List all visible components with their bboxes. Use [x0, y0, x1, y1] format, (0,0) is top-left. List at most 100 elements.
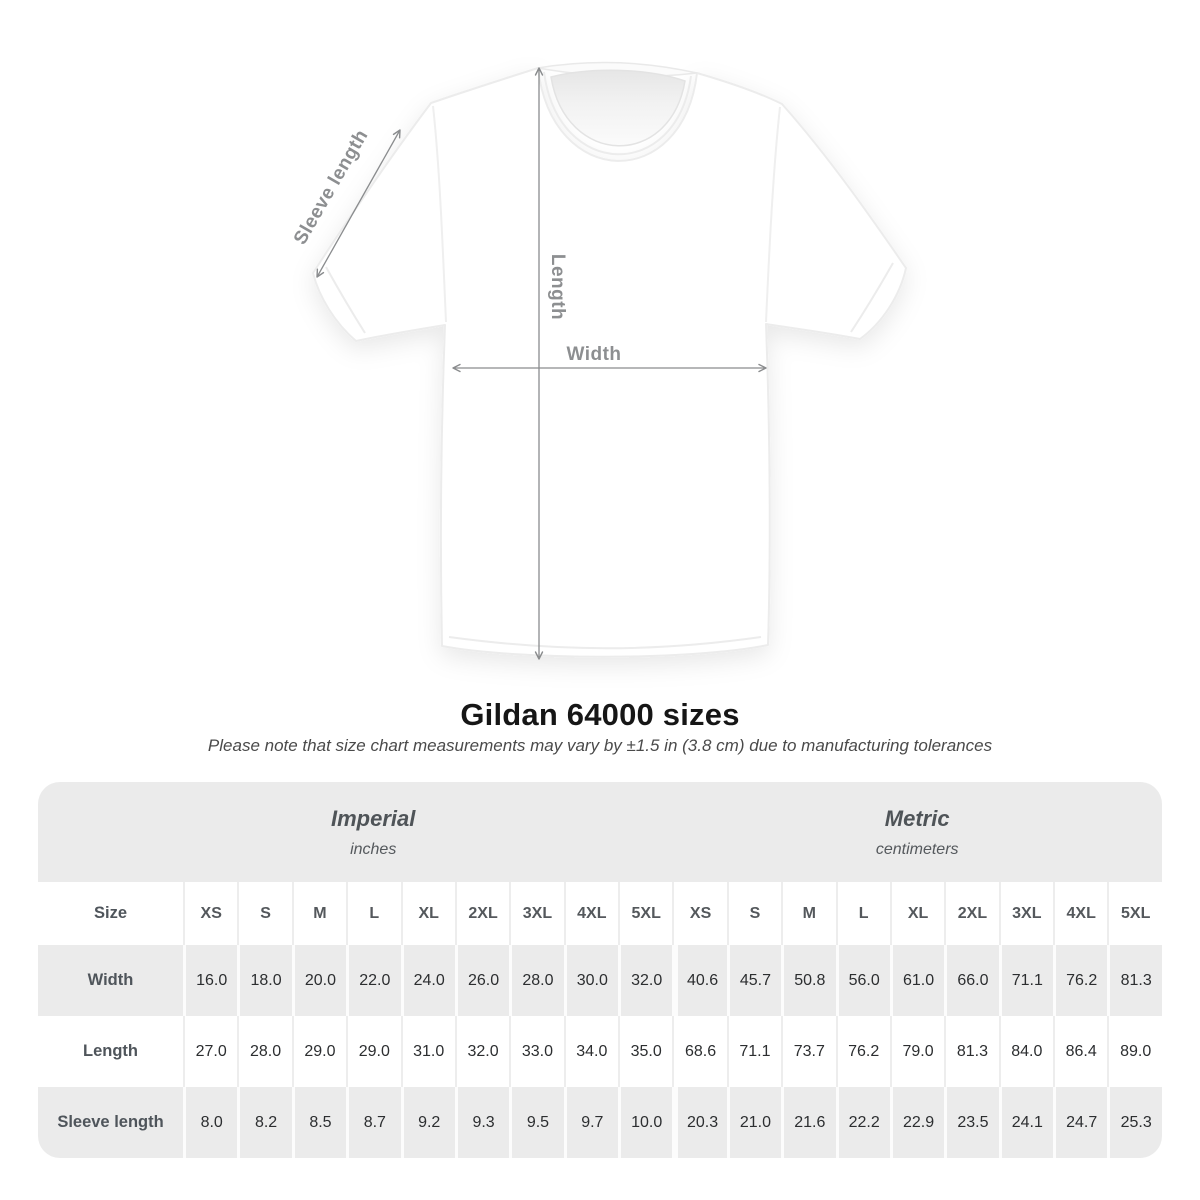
- size-col-header: XL: [400, 882, 455, 946]
- size-header-label: Size: [93, 904, 128, 923]
- value-cell: 71.1: [726, 1016, 781, 1088]
- row-label-length: Length: [83, 1042, 138, 1061]
- value-cell: 28.0: [509, 945, 563, 1017]
- value-cell: 25.3: [1107, 1087, 1162, 1159]
- value-cell: 20.0: [291, 945, 346, 1017]
- row-label-sleeve-length: Sleeve length: [57, 1113, 164, 1132]
- value-cell: 10.0: [618, 1087, 672, 1159]
- value-cell: 23.5: [944, 1087, 998, 1159]
- width-row: Width 16.0 18.0 20.0 22.0 24.0 26.0 28.0…: [38, 945, 1162, 1017]
- value-cell: 34.0: [563, 1016, 618, 1088]
- tshirt-measurement-diagram: Length Width Sleeve length: [290, 61, 907, 660]
- value-cell: 84.0: [998, 1016, 1053, 1088]
- value-cell: 56.0: [835, 945, 890, 1017]
- sleeve-dimension-line: [316, 129, 401, 278]
- size-col-header: S: [726, 882, 781, 946]
- neck-opening: [550, 69, 686, 147]
- value-cell: 9.5: [509, 1087, 563, 1159]
- value-cell: 68.6: [672, 1016, 726, 1088]
- size-col-header: 3XL: [509, 882, 563, 946]
- value-cell: 8.0: [183, 1087, 237, 1159]
- left-armhole-seam: [432, 105, 447, 323]
- value-cell: 50.8: [781, 945, 835, 1017]
- tshirt-graphic: [312, 61, 907, 658]
- value-cell: 9.7: [563, 1087, 618, 1159]
- value-cell: 8.5: [291, 1087, 346, 1159]
- value-cell: 21.6: [781, 1087, 835, 1159]
- imperial-group-unit: inches: [350, 840, 397, 858]
- value-cell: 18.0: [237, 945, 291, 1017]
- metric-group-unit: centimeters: [875, 840, 959, 858]
- value-cell: 76.2: [835, 1016, 890, 1088]
- size-col-header: M: [781, 882, 835, 946]
- page-title: Gildan 64000 sizes: [460, 697, 740, 732]
- size-col-header: 2XL: [944, 882, 998, 946]
- value-cell: 79.0: [889, 1016, 944, 1088]
- tolerance-note: Please note that size chart measurements…: [207, 736, 993, 756]
- size-col-header: 5XL: [1107, 882, 1162, 946]
- value-cell: 29.0: [346, 1016, 400, 1088]
- tshirt-body: [312, 67, 907, 658]
- right-cuff-seam: [850, 262, 894, 333]
- size-table-grid: Imperial inches Metric centimeters Size …: [38, 782, 1162, 1159]
- metric-group-header: Metric centimeters: [672, 782, 1162, 883]
- size-col-header: 2XL: [454, 882, 509, 946]
- value-cell: 22.2: [835, 1087, 890, 1159]
- value-cell: 27.0: [183, 1016, 237, 1088]
- size-col-header: XS: [183, 882, 237, 946]
- value-cell: 22.0: [346, 945, 400, 1017]
- size-col-header: L: [346, 882, 400, 946]
- value-cell: 73.7: [781, 1016, 835, 1088]
- size-col-header: 3XL: [998, 882, 1053, 946]
- value-cell: 76.2: [1053, 945, 1107, 1017]
- value-cell: 8.2: [237, 1087, 291, 1159]
- value-cell: 26.0: [454, 945, 509, 1017]
- value-cell: 32.0: [618, 945, 672, 1017]
- value-cell: 33.0: [509, 1016, 563, 1088]
- value-cell: 86.4: [1053, 1016, 1107, 1088]
- value-cell: 35.0: [618, 1016, 672, 1088]
- value-cell: 81.3: [1107, 945, 1162, 1017]
- value-cell: 21.0: [726, 1087, 781, 1159]
- value-cell: 61.0: [889, 945, 944, 1017]
- size-col-header: XL: [889, 882, 944, 946]
- size-col-header: 5XL: [618, 882, 672, 946]
- value-cell: 89.0: [1107, 1016, 1162, 1088]
- tshirt-diagram-svg: Length Width Sleeve length: [290, 61, 907, 660]
- value-cell: 30.0: [563, 945, 618, 1017]
- value-cell: 24.7: [1053, 1087, 1107, 1159]
- value-cell: 32.0: [454, 1016, 509, 1088]
- value-cell: 9.3: [454, 1087, 509, 1159]
- value-cell: 81.3: [944, 1016, 998, 1088]
- value-cell: 16.0: [183, 945, 237, 1017]
- value-cell: 45.7: [726, 945, 781, 1017]
- size-table: Imperial inches Metric centimeters Size …: [38, 782, 1162, 1159]
- size-header-row: Size XS S M L XL 2XL 3XL 4XL 5XL XS S M …: [38, 882, 1162, 946]
- unit-group-header-row: Imperial inches Metric centimeters: [38, 782, 1162, 883]
- length-label: Length: [547, 254, 568, 320]
- hem-seam: [448, 636, 762, 650]
- size-col-header: S: [237, 882, 291, 946]
- row-label-width: Width: [87, 971, 134, 990]
- value-cell: 66.0: [944, 945, 998, 1017]
- size-col-header: 4XL: [563, 882, 618, 946]
- value-cell: 29.0: [291, 1016, 346, 1088]
- value-cell: 9.2: [400, 1087, 455, 1159]
- sleeve-length-row: Sleeve length 8.0 8.2 8.5 8.7 9.2 9.3 9.…: [38, 1087, 1162, 1159]
- imperial-group-header: Imperial inches: [38, 782, 673, 883]
- size-col-header: L: [835, 882, 890, 946]
- value-cell: 40.6: [672, 945, 726, 1017]
- value-cell: 24.1: [998, 1087, 1053, 1159]
- metric-group-label: Metric: [884, 805, 950, 831]
- value-cell: 24.0: [400, 945, 455, 1017]
- value-cell: 22.9: [889, 1087, 944, 1159]
- right-armhole-seam: [765, 106, 781, 323]
- width-label: Width: [566, 344, 621, 365]
- length-row: Length 27.0 28.0 29.0 29.0 31.0 32.0 33.…: [38, 1016, 1162, 1088]
- collar-stitch-seam: [543, 71, 692, 156]
- size-chart-page: Length Width Sleeve length Gildan 64000 …: [38, 61, 1162, 1159]
- value-cell: 28.0: [237, 1016, 291, 1088]
- size-col-header: M: [291, 882, 346, 946]
- value-cell: 71.1: [998, 945, 1053, 1017]
- size-col-header: XS: [672, 882, 726, 946]
